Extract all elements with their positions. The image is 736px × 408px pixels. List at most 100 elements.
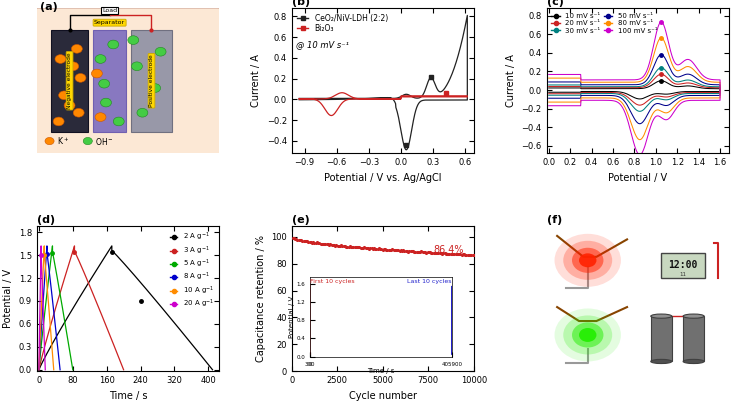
- Point: [424, 248, 436, 255]
- Point: [439, 249, 450, 256]
- Point: [450, 251, 461, 257]
- X-axis label: Potential / V vs. Ag/AgCl: Potential / V vs. Ag/AgCl: [324, 173, 442, 183]
- Point: [325, 242, 337, 248]
- Circle shape: [64, 101, 75, 110]
- Point: [381, 246, 393, 253]
- Point: [305, 239, 316, 246]
- Point: [367, 245, 379, 252]
- Point: [362, 245, 374, 252]
- Point: [386, 246, 398, 253]
- Point: [342, 243, 353, 250]
- Point: [314, 240, 325, 246]
- X-axis label: Cycle number: Cycle number: [349, 391, 417, 401]
- Point: [368, 245, 380, 252]
- Point: [396, 247, 408, 254]
- Point: [405, 248, 417, 255]
- Point: [347, 244, 359, 250]
- Point: [451, 251, 463, 257]
- Point: [423, 249, 435, 256]
- Point: [422, 249, 434, 256]
- Point: [431, 249, 443, 256]
- Point: [436, 251, 448, 257]
- Circle shape: [83, 137, 92, 145]
- Text: Load: Load: [102, 8, 117, 13]
- Point: [325, 241, 336, 247]
- Point: [311, 239, 323, 246]
- Legend: 2 A g$^{-1}$, 3 A g$^{-1}$, 5 A g$^{-1}$, 8 A g$^{-1}$, 10 A g$^{-1}$, 20 A g$^{: 2 A g$^{-1}$, 3 A g$^{-1}$, 5 A g$^{-1}$…: [169, 230, 216, 311]
- Point: [456, 252, 467, 258]
- Point: [364, 245, 375, 252]
- Point: [339, 243, 351, 249]
- Point: [344, 243, 355, 249]
- Point: [448, 251, 460, 257]
- Point: [461, 251, 473, 258]
- Point: [330, 242, 342, 248]
- Circle shape: [149, 84, 160, 92]
- Point: [297, 237, 309, 244]
- Text: (a): (a): [40, 2, 58, 12]
- Point: [291, 236, 303, 243]
- Point: [301, 238, 313, 245]
- Point: [441, 251, 453, 257]
- Point: [392, 247, 404, 254]
- Point: [461, 251, 473, 258]
- Point: [294, 236, 305, 243]
- Point: [457, 251, 469, 258]
- Point: [353, 244, 365, 251]
- Y-axis label: Current / A: Current / A: [251, 54, 261, 107]
- Point: [312, 240, 324, 246]
- Point: [463, 251, 475, 258]
- Point: [321, 241, 333, 248]
- Point: [329, 242, 341, 249]
- Y-axis label: Potential / V: Potential / V: [3, 269, 13, 328]
- Point: [334, 242, 346, 249]
- Point: [418, 249, 430, 255]
- Point: [288, 235, 300, 242]
- Point: [360, 245, 372, 251]
- Point: [407, 248, 419, 255]
- Text: (b): (b): [291, 0, 310, 7]
- Circle shape: [113, 117, 124, 126]
- X-axis label: Time / s: Time / s: [109, 391, 147, 401]
- Point: [289, 235, 301, 242]
- Point: [351, 244, 363, 250]
- Point: [440, 251, 452, 257]
- Point: [371, 246, 383, 252]
- Circle shape: [128, 36, 139, 44]
- Point: [378, 246, 389, 253]
- Point: [381, 246, 392, 253]
- Point: [319, 241, 331, 247]
- Point: [319, 241, 330, 248]
- Point: [390, 247, 402, 254]
- Circle shape: [132, 62, 142, 71]
- Text: (d): (d): [37, 215, 55, 225]
- Bar: [132, 30, 171, 132]
- Point: [358, 244, 370, 251]
- Point: [327, 242, 339, 248]
- Point: [394, 247, 406, 254]
- Point: [306, 239, 318, 246]
- Point: [459, 252, 471, 258]
- Text: (e): (e): [291, 215, 309, 225]
- Point: [445, 251, 456, 257]
- Point: [295, 237, 307, 244]
- Point: [403, 248, 415, 254]
- Point: [302, 239, 314, 246]
- Point: [293, 237, 305, 243]
- Point: [310, 240, 322, 246]
- Point: [340, 244, 352, 250]
- Circle shape: [55, 55, 66, 63]
- Point: [458, 251, 470, 257]
- Circle shape: [137, 109, 148, 117]
- Point: [343, 243, 355, 250]
- Point: [430, 249, 442, 256]
- Point: [388, 247, 400, 253]
- Circle shape: [107, 40, 118, 49]
- Point: [366, 245, 378, 251]
- Point: [346, 244, 358, 251]
- Point: [447, 251, 459, 257]
- Circle shape: [71, 44, 82, 53]
- Point: [350, 244, 361, 251]
- Point: [455, 251, 467, 257]
- Point: [374, 246, 386, 253]
